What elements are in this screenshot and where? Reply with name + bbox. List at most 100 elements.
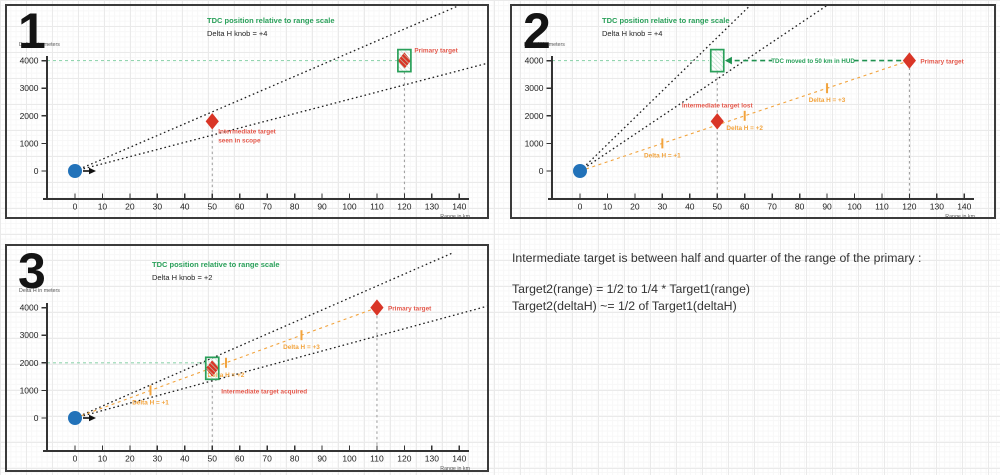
- primary-target-label: Primary target: [414, 48, 458, 55]
- x-tick-label: 100: [847, 202, 861, 212]
- x-tick-label: 70: [767, 202, 777, 212]
- delta-h-label: Delta H = +1: [644, 152, 681, 159]
- intermediate-target-label: seen in scope: [218, 137, 261, 144]
- heading-arrowhead: [89, 414, 96, 422]
- x-tick-label: 110: [370, 202, 384, 212]
- x-tick-label: 120: [397, 202, 411, 212]
- y-tick-label: 1000: [20, 138, 39, 148]
- panel-number: 1: [18, 3, 46, 59]
- y-tick-label: 3000: [20, 330, 39, 340]
- x-tick-label: 10: [98, 202, 108, 212]
- x-tick-label: 30: [153, 454, 163, 464]
- x-tick-label: 120: [902, 202, 916, 212]
- primary-target-label: Primary target: [920, 59, 964, 66]
- intermediate-target-marker: [710, 113, 724, 130]
- panel-2-chart: Delta H = +1 Delta H = +2 Delta H = +3 TDC …: [510, 4, 996, 219]
- intermediate-target-label: Intermediate target lost: [682, 102, 754, 109]
- note-formula-deltah: Target2(deltaH) ~= 1/2 of Target1(deltaH…: [512, 298, 737, 313]
- x-tick-label: 100: [342, 202, 356, 212]
- primary-target-marker: [370, 299, 384, 316]
- delta-h-label: Delta H = +3: [283, 344, 320, 351]
- x-tick-label: 0: [578, 202, 583, 212]
- delta-h-label: Delta H = +1: [132, 399, 169, 406]
- y-tick-label: 3000: [20, 83, 39, 93]
- y-axis-title: Delta H in meters: [19, 288, 60, 294]
- explanation-note: Intermediate target is between half and …: [512, 251, 994, 314]
- y-tick-label: 1000: [525, 138, 544, 148]
- x-tick-label: 50: [208, 454, 218, 464]
- x-tick-label: 140: [957, 202, 971, 212]
- panel-3-chart: Delta H = +1 Delta H = +2 Delta H = +3 Prim…: [5, 244, 489, 472]
- x-tick-label: 20: [630, 202, 640, 212]
- ownship-marker: [68, 411, 82, 425]
- x-tick-label: 50: [713, 202, 723, 212]
- intermediate-target-marker: [205, 113, 219, 130]
- y-tick-label: 4000: [20, 303, 39, 313]
- x-tick-label: 70: [262, 202, 272, 212]
- chart-title: TDC position relative to range scale: [152, 260, 280, 269]
- y-axis-title: Delta H in meters: [19, 42, 60, 48]
- x-tick-label: 120: [397, 454, 411, 464]
- x-tick-label: 80: [795, 202, 805, 212]
- intermediate-target-label: Intermediate target: [218, 128, 276, 135]
- y-tick-label: 1000: [20, 385, 39, 395]
- y-tick-label: 4000: [525, 56, 544, 66]
- chart-title: TDC position relative to range scale: [207, 16, 335, 25]
- y-tick-label: 4000: [20, 56, 39, 66]
- chart-canvas-1: Primary target Intermediate target seen in…: [19, 6, 487, 217]
- tdc-box: [204, 356, 220, 381]
- panel-1-chart: Primary target Intermediate target seen in…: [5, 4, 489, 219]
- tdc-move-arrowhead: [724, 56, 732, 65]
- x-tick-label: 90: [317, 454, 327, 464]
- tdc-move-label: TDC moved to 50 km in HUD: [771, 58, 855, 65]
- x-tick-label: 0: [73, 454, 78, 464]
- panel-number: 2: [523, 3, 551, 59]
- y-tick-label: 3000: [525, 83, 544, 93]
- y-axis-title: Delta H in meters: [524, 42, 565, 48]
- x-tick-label: 40: [180, 202, 190, 212]
- x-tick-label: 100: [342, 454, 356, 464]
- x-tick-label: 20: [125, 202, 135, 212]
- delta-h-label: Delta H = +2: [208, 372, 245, 379]
- x-tick-label: 20: [125, 454, 135, 464]
- scan-cone-line: [74, 62, 487, 172]
- x-tick-label: 30: [153, 202, 163, 212]
- chart-subtitle: Delta H knob = +4: [602, 29, 663, 38]
- x-tick-label: 40: [685, 202, 695, 212]
- tdc-box: [397, 48, 412, 73]
- x-tick-label: 110: [370, 454, 384, 464]
- x-tick-label: 90: [822, 202, 832, 212]
- x-tick-label: 10: [98, 454, 108, 464]
- intermediate-target-label: Intermediate target acquired: [221, 388, 307, 395]
- y-tick-label: 2000: [20, 111, 39, 121]
- chart-canvas-2: Delta H = +1 Delta H = +2 Delta H = +3 TDC …: [524, 6, 976, 217]
- x-tick-label: 10: [603, 202, 613, 212]
- tdc-move-label-bg: [772, 56, 855, 66]
- x-tick-label: 30: [658, 202, 668, 212]
- x-tick-label: 130: [425, 454, 439, 464]
- delta-h-label: Delta H = +3: [809, 97, 846, 104]
- x-axis-title: Range in km: [945, 214, 975, 217]
- note-intro: Intermediate target is between half and …: [512, 251, 922, 265]
- x-tick-label: 140: [452, 202, 466, 212]
- ownship-marker: [573, 164, 587, 178]
- x-tick-label: 60: [235, 202, 245, 212]
- delta-h-label: Delta H = +2: [726, 125, 763, 132]
- tdc-box: [709, 48, 725, 73]
- x-tick-label: 50: [208, 202, 218, 212]
- scan-cone-line: [579, 6, 828, 172]
- x-tick-label: 130: [930, 202, 944, 212]
- x-axis-title: Range in km: [440, 214, 470, 217]
- y-tick-label: 0: [34, 166, 39, 176]
- x-tick-label: 60: [740, 202, 750, 212]
- primary-target-marker: [902, 52, 916, 69]
- y-tick-label: 2000: [20, 358, 39, 368]
- x-tick-label: 80: [290, 202, 300, 212]
- scan-cone-line: [74, 305, 487, 419]
- x-tick-label: 40: [180, 454, 190, 464]
- x-tick-label: 80: [290, 454, 300, 464]
- ownship-marker: [68, 164, 82, 178]
- scan-cone-line: [74, 6, 460, 172]
- panel-number: 3: [18, 243, 46, 299]
- x-tick-label: 90: [317, 202, 327, 212]
